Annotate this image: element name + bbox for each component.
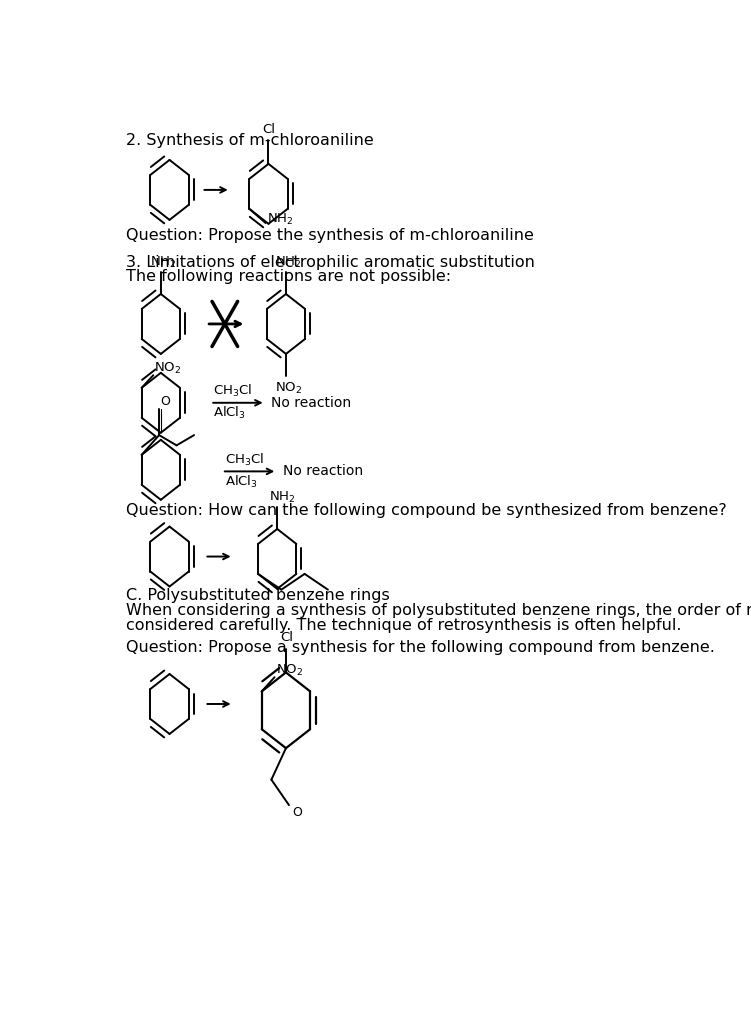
Text: NH$_2$: NH$_2$ — [267, 212, 293, 226]
Text: Cl: Cl — [280, 631, 293, 644]
Text: No reaction: No reaction — [271, 396, 351, 410]
Text: CH$_3$Cl: CH$_3$Cl — [225, 452, 264, 468]
Text: Cl: Cl — [263, 123, 276, 136]
Text: C. Polysubstituted benzene rings: C. Polysubstituted benzene rings — [126, 589, 390, 603]
Text: CH$_3$Cl: CH$_3$Cl — [213, 383, 252, 399]
Text: AlCl$_3$: AlCl$_3$ — [213, 404, 246, 421]
Text: 2. Synthesis of m-chloroaniline: 2. Synthesis of m-chloroaniline — [126, 133, 374, 147]
Text: AlCl$_3$: AlCl$_3$ — [225, 473, 258, 489]
Text: NO$_2$: NO$_2$ — [155, 361, 182, 377]
Text: 3. Limitations of electrophilic aromatic substitution: 3. Limitations of electrophilic aromatic… — [126, 255, 535, 270]
Text: NH$_2$: NH$_2$ — [269, 489, 295, 505]
Text: O: O — [160, 394, 170, 408]
Text: O: O — [292, 807, 302, 819]
Text: NO$_2$: NO$_2$ — [276, 381, 303, 396]
Text: The following reactions are not possible:: The following reactions are not possible… — [126, 269, 451, 284]
Text: Question: How can the following compound be synthesized from benzene?: Question: How can the following compound… — [126, 504, 727, 518]
Text: When considering a synthesis of polysubstituted benzene rings, the order of reac: When considering a synthesis of polysubs… — [126, 603, 751, 618]
Text: NO$_2$: NO$_2$ — [276, 664, 303, 679]
Text: No reaction: No reaction — [283, 465, 363, 478]
Text: NH$_2$: NH$_2$ — [276, 255, 302, 270]
Text: Question: Propose the synthesis of m-chloroaniline: Question: Propose the synthesis of m-chl… — [126, 228, 534, 243]
Text: Question: Propose a synthesis for the following compound from benzene.: Question: Propose a synthesis for the fo… — [126, 640, 715, 654]
Text: NH$_2$: NH$_2$ — [150, 255, 176, 270]
Text: considered carefully. The technique of retrosynthesis is often helpful.: considered carefully. The technique of r… — [126, 617, 681, 633]
